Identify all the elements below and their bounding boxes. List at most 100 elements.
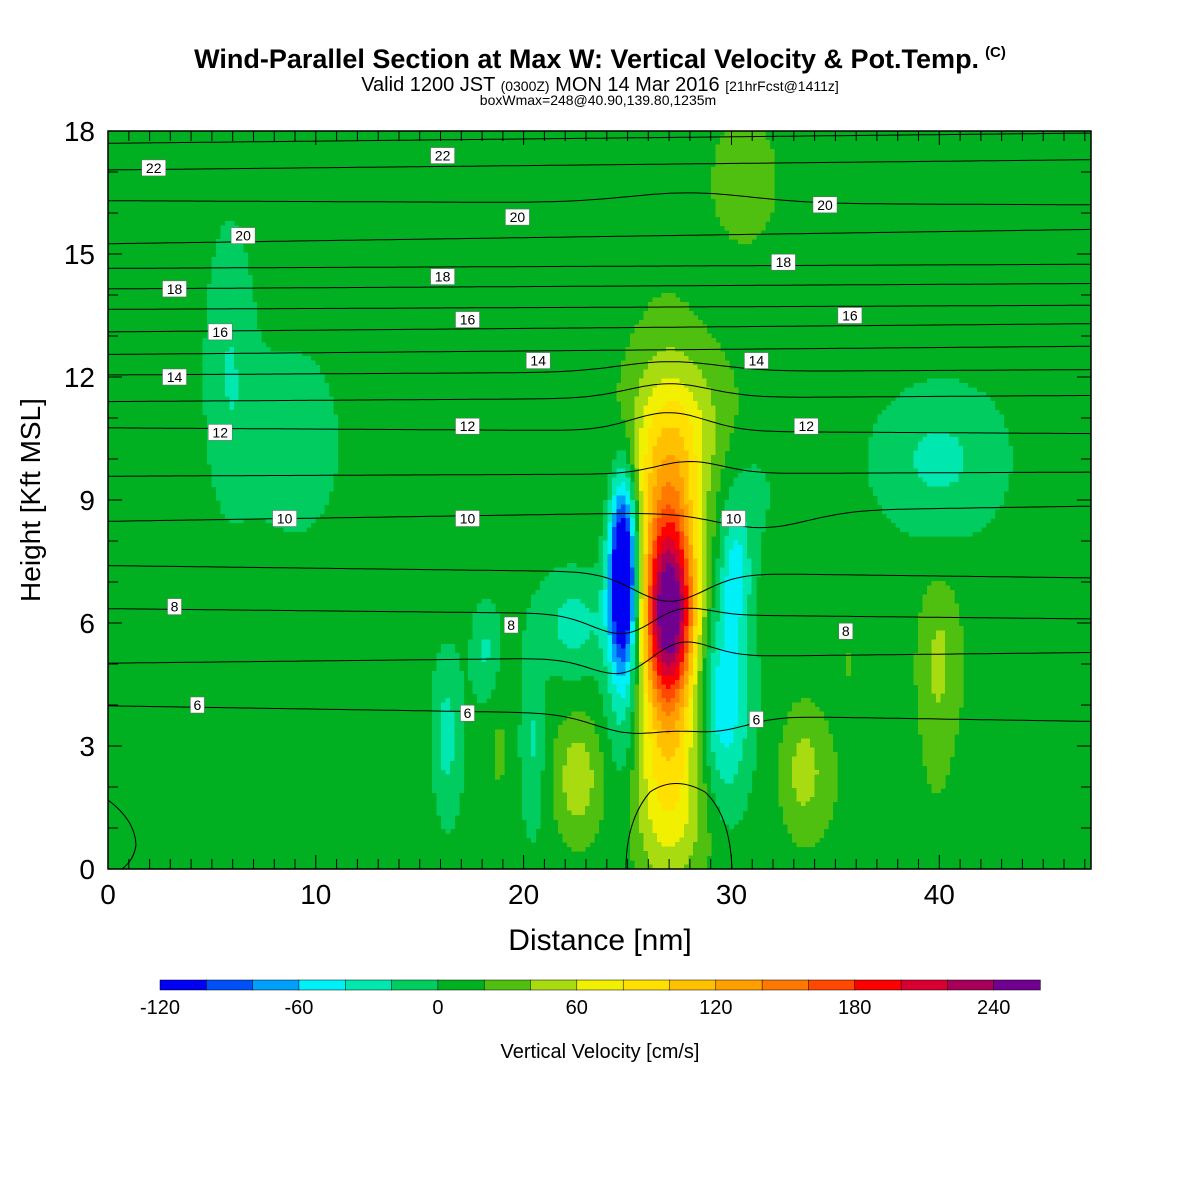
theta-label-text: 10 bbox=[460, 511, 476, 527]
colorbar-swatch bbox=[669, 979, 717, 991]
theta-label: 10 bbox=[455, 510, 480, 527]
theta-label: 8 bbox=[167, 598, 182, 615]
colorbar-swatch bbox=[437, 979, 485, 991]
theta-contour-line bbox=[625, 783, 733, 869]
theta-label-text: 6 bbox=[464, 705, 472, 721]
theta-label: 10 bbox=[272, 510, 297, 527]
colorbar-swatch bbox=[900, 979, 949, 991]
theta-label: 12 bbox=[794, 417, 819, 435]
valid-utc: (0300Z) bbox=[500, 78, 550, 94]
theta-label-text: 20 bbox=[510, 209, 526, 225]
chart-title: Wind-Parallel Section at Max W: Vertical… bbox=[0, 44, 1200, 75]
colorbar-swatch bbox=[808, 979, 856, 991]
colorbar-swatch bbox=[252, 979, 300, 991]
valid-prefix: Valid 1200 JST bbox=[361, 74, 495, 96]
theta-contour-line bbox=[108, 345, 1090, 355]
theta-contour-line bbox=[108, 607, 1091, 635]
colorbar-tick-label: 120 bbox=[699, 997, 732, 1019]
theta-label-text: 6 bbox=[194, 697, 202, 713]
colorbar-tick-label: 0 bbox=[432, 997, 443, 1019]
theta-label: 14 bbox=[525, 352, 551, 369]
colorbar-swatch bbox=[715, 979, 763, 991]
valid-date: MON 14 Mar 2016 bbox=[555, 74, 720, 96]
theta-contour-line bbox=[108, 641, 1091, 675]
y-tick-label: 15 bbox=[64, 239, 95, 270]
x-tick-label: 20 bbox=[508, 879, 539, 910]
theta-label: 6 bbox=[190, 696, 205, 714]
colorbar-swatch bbox=[947, 979, 995, 991]
x-tick-label: 0 bbox=[100, 879, 116, 910]
colorbar-swatch bbox=[298, 979, 346, 991]
theta-contour-line bbox=[108, 361, 1091, 376]
colorbar-swatch bbox=[159, 979, 207, 991]
theta-contour-line bbox=[108, 323, 1091, 333]
colorbar-swatch bbox=[622, 979, 671, 991]
theta-label-text: 14 bbox=[749, 353, 765, 369]
theta-contour-line bbox=[108, 565, 1091, 602]
theta-label-text: 18 bbox=[167, 281, 183, 297]
x-tick-label: 10 bbox=[300, 879, 331, 910]
theta-label-text: 16 bbox=[842, 308, 858, 324]
colorbar-label: Vertical Velocity [cm/s] bbox=[501, 1041, 700, 1063]
y-tick-label: 3 bbox=[79, 731, 95, 762]
colorbar-tick-label: 60 bbox=[566, 997, 588, 1019]
colorbar-swatch bbox=[345, 979, 393, 991]
colorbar-tick-label: 180 bbox=[838, 997, 871, 1019]
theta-contour-line bbox=[108, 132, 1090, 144]
colorbar-tick-label: -60 bbox=[284, 997, 313, 1019]
theta-contour-line bbox=[108, 460, 1090, 477]
theta-label-text: 8 bbox=[842, 623, 850, 639]
copyright-mark: (C) bbox=[985, 44, 1006, 61]
chart-title-text: Wind-Parallel Section at Max W: Vertical… bbox=[194, 44, 980, 74]
theta-label: 18 bbox=[430, 268, 455, 285]
theta-contour-line bbox=[108, 263, 1090, 269]
theta-label-text: 20 bbox=[235, 228, 251, 244]
y-tick-label: 6 bbox=[79, 608, 95, 639]
colorbar-swatch bbox=[206, 979, 254, 991]
colorbar-tick-label: 240 bbox=[977, 997, 1010, 1019]
theta-label: 14 bbox=[744, 352, 769, 369]
theta-label: 10 bbox=[721, 510, 746, 527]
colorbar-swatch bbox=[761, 979, 810, 991]
theta-label: 16 bbox=[207, 323, 233, 341]
colorbar-swatch bbox=[391, 979, 439, 991]
theta-label: 18 bbox=[771, 253, 796, 271]
box-info: boxWmax=248@40.90,139.80,1235m bbox=[479, 92, 717, 108]
theta-contour-line bbox=[108, 799, 137, 869]
theta-contour-line bbox=[108, 304, 1090, 310]
theta-label-text: 12 bbox=[799, 418, 815, 434]
theta-label-text: 10 bbox=[277, 511, 293, 527]
y-tick-label: 0 bbox=[79, 854, 95, 885]
theta-contours bbox=[108, 132, 1091, 869]
theta-contour-line bbox=[108, 705, 1091, 734]
theta-label-text: 8 bbox=[171, 599, 179, 615]
y-tick-label: 9 bbox=[79, 485, 95, 516]
theta-label: 20 bbox=[812, 196, 838, 214]
y-tick-label: 18 bbox=[64, 116, 95, 147]
theta-label: 6 bbox=[749, 711, 764, 728]
theta-contour-line bbox=[108, 505, 1090, 529]
theta-label-text: 22 bbox=[146, 160, 162, 176]
theta-label-text: 14 bbox=[167, 369, 183, 385]
colorbar-swatch bbox=[993, 979, 1041, 991]
theta-label-text: 14 bbox=[530, 353, 546, 369]
theta-contour-line bbox=[108, 159, 1091, 171]
theta-label-text: 6 bbox=[753, 711, 761, 727]
theta-contour-line bbox=[108, 283, 1091, 290]
x-tick-label: 30 bbox=[716, 879, 747, 910]
theta-label: 16 bbox=[455, 311, 480, 328]
theta-label: 20 bbox=[505, 208, 530, 226]
colorbar-swatch bbox=[854, 979, 902, 991]
theta-label-text: 18 bbox=[435, 269, 451, 285]
theta-label-text: 10 bbox=[726, 511, 742, 527]
theta-label: 18 bbox=[162, 280, 187, 298]
forecast-info: [21hrFcst@1411z] bbox=[725, 78, 839, 94]
theta-label: 8 bbox=[503, 616, 519, 634]
theta-label: 22 bbox=[141, 159, 166, 177]
x-axis-label: Distance [nm] bbox=[508, 924, 691, 957]
theta-contour-line bbox=[108, 192, 1090, 206]
theta-label: 6 bbox=[460, 704, 475, 722]
colorbar-swatch bbox=[576, 979, 624, 991]
theta-labels: 22 22 20 20 20 18 18 18 16 16 16 14 14 14 12 12 12 10 10 10… bbox=[141, 147, 863, 728]
